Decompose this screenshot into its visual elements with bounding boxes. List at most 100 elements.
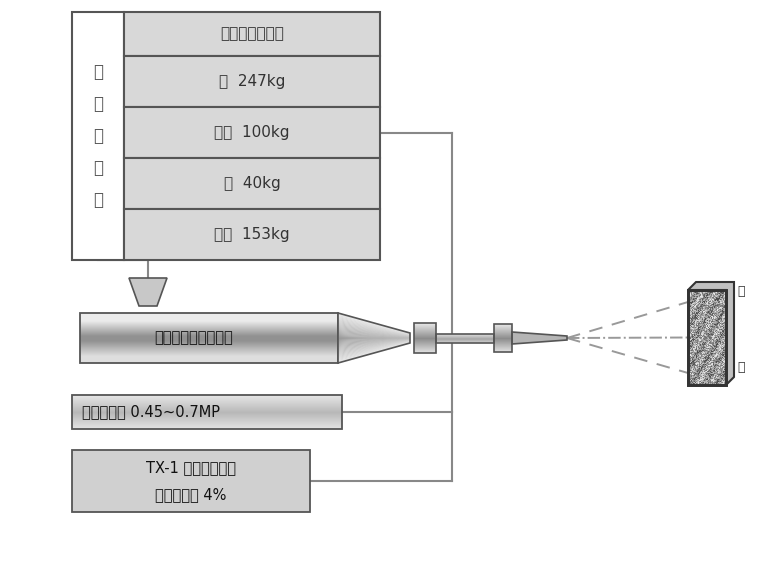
Bar: [80, 347, 338, 348]
Bar: [436, 336, 494, 337]
Bar: [414, 337, 436, 338]
Bar: [80, 338, 338, 339]
Polygon shape: [338, 341, 410, 353]
Bar: [494, 334, 512, 335]
Text: 水泥  100kg: 水泥 100kg: [214, 125, 290, 140]
Bar: [80, 359, 338, 360]
Bar: [80, 336, 338, 337]
Bar: [494, 329, 512, 330]
Bar: [80, 315, 338, 316]
Bar: [72, 400, 342, 401]
Polygon shape: [338, 334, 410, 337]
Bar: [494, 343, 512, 344]
Bar: [72, 424, 342, 425]
Bar: [494, 351, 512, 352]
Bar: [72, 423, 342, 424]
Bar: [80, 314, 338, 315]
Polygon shape: [338, 316, 410, 334]
Bar: [80, 361, 338, 362]
Bar: [80, 350, 338, 351]
Bar: [436, 333, 494, 343]
Bar: [414, 329, 436, 330]
Bar: [72, 407, 342, 408]
Bar: [80, 331, 338, 332]
Polygon shape: [338, 341, 410, 357]
Bar: [80, 334, 338, 335]
Bar: [414, 333, 436, 334]
Bar: [80, 344, 338, 345]
Bar: [80, 316, 338, 317]
Polygon shape: [338, 319, 410, 335]
Polygon shape: [338, 337, 410, 338]
Bar: [494, 324, 512, 325]
Text: 混
凝
土
拌
合: 混 凝 土 拌 合: [93, 63, 103, 209]
Bar: [80, 319, 338, 320]
Bar: [72, 428, 342, 429]
Polygon shape: [129, 278, 167, 306]
Bar: [72, 420, 342, 421]
Bar: [80, 354, 338, 355]
Bar: [414, 349, 436, 350]
Polygon shape: [338, 338, 410, 340]
Text: 砂  247kg: 砂 247kg: [219, 74, 285, 89]
Bar: [414, 326, 436, 327]
Bar: [80, 358, 338, 359]
Bar: [414, 342, 436, 343]
Bar: [494, 337, 512, 338]
Bar: [494, 344, 512, 345]
Polygon shape: [338, 340, 410, 348]
Polygon shape: [338, 340, 410, 347]
Polygon shape: [688, 282, 734, 385]
Bar: [72, 419, 342, 420]
Bar: [494, 347, 512, 348]
Bar: [72, 406, 342, 407]
Bar: [414, 345, 436, 346]
Bar: [494, 349, 512, 350]
Bar: [80, 353, 338, 354]
Polygon shape: [338, 343, 410, 361]
Bar: [80, 321, 338, 322]
Bar: [72, 412, 342, 413]
Polygon shape: [512, 332, 567, 344]
Polygon shape: [338, 318, 410, 334]
Polygon shape: [338, 331, 410, 337]
Bar: [494, 341, 512, 342]
Bar: [414, 339, 436, 340]
Bar: [72, 409, 342, 410]
Polygon shape: [338, 321, 410, 335]
Bar: [494, 348, 512, 349]
Bar: [80, 360, 338, 361]
Bar: [80, 330, 338, 331]
Bar: [436, 340, 494, 341]
Bar: [414, 351, 436, 352]
Bar: [80, 357, 338, 358]
Polygon shape: [338, 342, 410, 359]
Bar: [414, 327, 436, 328]
Polygon shape: [338, 320, 410, 335]
Bar: [494, 350, 512, 351]
Bar: [80, 352, 338, 353]
Bar: [72, 399, 342, 400]
Bar: [80, 343, 338, 344]
Text: 石子  153kg: 石子 153kg: [214, 227, 290, 242]
Bar: [80, 324, 338, 325]
Text: 面: 面: [737, 361, 745, 374]
Bar: [414, 344, 436, 345]
Polygon shape: [338, 314, 410, 333]
Bar: [80, 335, 338, 336]
Bar: [494, 336, 512, 337]
Bar: [494, 345, 512, 346]
Bar: [72, 427, 342, 428]
Polygon shape: [338, 341, 410, 354]
Bar: [72, 415, 342, 416]
Polygon shape: [338, 328, 410, 336]
Bar: [494, 325, 512, 326]
Polygon shape: [338, 327, 410, 336]
Bar: [494, 326, 512, 327]
Polygon shape: [338, 339, 410, 344]
Polygon shape: [338, 341, 410, 355]
Bar: [80, 325, 338, 326]
Bar: [436, 339, 494, 340]
Polygon shape: [338, 323, 410, 335]
Bar: [414, 331, 436, 332]
